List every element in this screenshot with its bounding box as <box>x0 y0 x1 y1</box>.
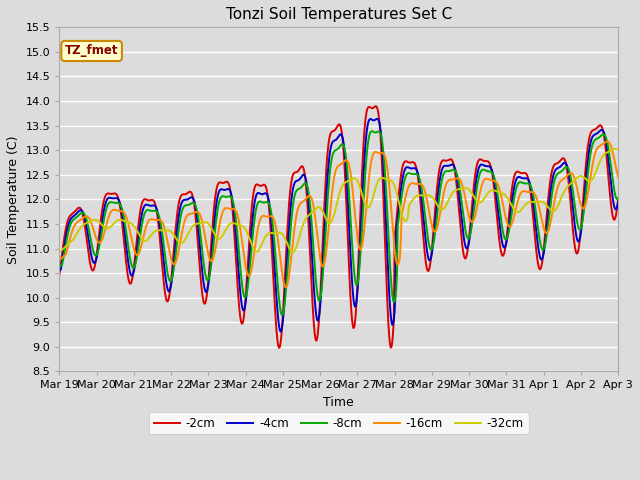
-16cm <box>385 182 393 188</box>
-8cm <box>441 169 449 175</box>
-4cm <box>202 289 210 295</box>
-32cm <box>614 147 622 153</box>
-32cm <box>178 240 186 246</box>
-2cm <box>386 341 394 347</box>
-32cm <box>612 146 620 152</box>
-2cm <box>178 192 186 198</box>
Line: -8cm: -8cm <box>60 131 618 315</box>
-16cm <box>178 230 186 236</box>
-32cm <box>330 212 338 217</box>
-8cm <box>564 166 572 172</box>
-2cm <box>202 298 210 303</box>
-32cm <box>385 177 392 182</box>
-4cm <box>386 302 394 308</box>
-8cm <box>614 195 622 201</box>
-4cm <box>56 268 63 274</box>
-2cm <box>564 178 572 184</box>
-2cm <box>441 157 449 163</box>
-4cm <box>331 137 339 143</box>
-4cm <box>276 329 284 335</box>
-16cm <box>56 258 63 264</box>
-32cm <box>202 219 210 225</box>
-8cm <box>56 264 63 270</box>
-2cm <box>275 345 283 351</box>
-4cm <box>178 199 186 205</box>
Line: -16cm: -16cm <box>60 142 618 287</box>
X-axis label: Time: Time <box>323 396 354 409</box>
Line: -32cm: -32cm <box>60 149 618 252</box>
-16cm <box>614 174 622 180</box>
-2cm <box>56 272 63 278</box>
-16cm <box>604 139 611 144</box>
Line: -2cm: -2cm <box>60 106 618 348</box>
-4cm <box>373 116 381 122</box>
-8cm <box>178 208 186 214</box>
-8cm <box>368 128 376 134</box>
Text: TZ_fmet: TZ_fmet <box>65 45 118 58</box>
-32cm <box>563 184 571 190</box>
Y-axis label: Soil Temperature (C): Soil Temperature (C) <box>7 135 20 264</box>
Line: -4cm: -4cm <box>60 119 618 332</box>
-16cm <box>202 240 210 245</box>
-8cm <box>331 148 339 154</box>
-2cm <box>372 103 380 109</box>
Legend: -2cm, -4cm, -8cm, -16cm, -32cm: -2cm, -4cm, -8cm, -16cm, -32cm <box>149 412 529 434</box>
-4cm <box>614 199 622 205</box>
-4cm <box>564 169 572 175</box>
Title: Tonzi Soil Temperatures Set C: Tonzi Soil Temperatures Set C <box>226 7 452 22</box>
-16cm <box>331 171 339 177</box>
-8cm <box>386 261 394 266</box>
-2cm <box>614 195 622 201</box>
-32cm <box>440 206 447 212</box>
-4cm <box>441 163 449 168</box>
-2cm <box>331 127 339 133</box>
-32cm <box>56 250 63 255</box>
-8cm <box>202 275 210 280</box>
-16cm <box>564 172 572 178</box>
-8cm <box>278 312 286 318</box>
-16cm <box>440 188 448 193</box>
-16cm <box>282 284 290 290</box>
